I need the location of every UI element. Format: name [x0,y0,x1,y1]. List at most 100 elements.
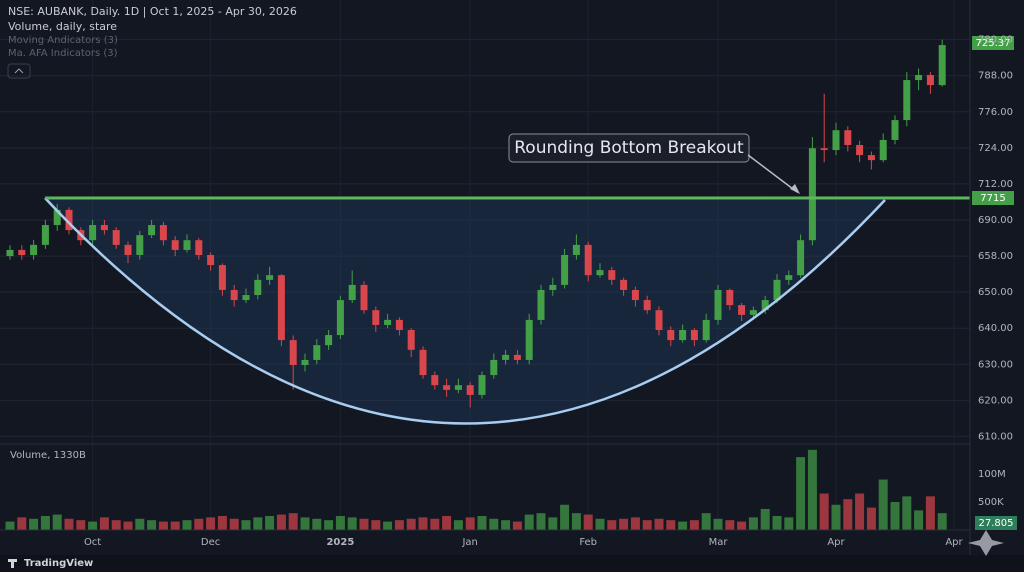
candle-body [702,319,710,341]
title: NSE: AUBANK, Daily. 1D | Oct 1, 2025 - A… [8,5,297,18]
candle-body [313,345,321,360]
volume-bar [701,513,711,530]
volume-bar [843,499,853,530]
volume-bar [52,514,62,530]
candle-body [915,75,923,81]
volume-bar [324,520,334,530]
candle-body [749,310,757,315]
candle-body [879,139,887,161]
candle-body [867,155,875,161]
candle-body [65,209,73,231]
volume-bar [312,518,322,530]
candle-body [891,120,899,140]
y-tick-label: 712.00 [978,179,1013,190]
price-badge-text: 725.37 [976,38,1011,49]
candle-body [537,289,545,320]
volume-bar [583,514,593,530]
candle-body [620,279,628,290]
volume-bar [241,520,251,530]
volume-bar [619,518,629,530]
volume-bar [465,517,475,530]
candle-body [726,289,734,306]
candle-body [572,244,580,255]
x-tick-label: Apr [945,537,963,548]
candle-body [301,359,309,365]
indicator: Moving Andicators (3) [8,35,118,46]
volume-bar [229,518,239,530]
volume-bar [725,520,735,530]
candle-body [738,305,746,315]
x-tick-label: Dec [201,537,220,548]
volume-bar [135,518,145,530]
brand-logo [8,559,17,568]
x-tick-label: Feb [579,537,597,548]
volume-bar [158,521,168,530]
y-tick-label: 650.00 [978,287,1013,298]
candle-body [454,385,462,390]
candle-body [667,330,675,341]
candle-body [926,75,934,86]
volume-bar [170,521,180,530]
y-tick-label: 780.00 [978,35,1013,46]
candle-body [773,279,781,301]
candle-body [112,230,120,245]
volume-bar [536,513,546,530]
volume-bar [855,493,865,530]
volume-bar [878,479,888,530]
volume-bar [418,517,428,530]
candle-body [655,310,663,330]
x-tick-label: Mar [709,537,729,548]
x-tick-label: Oct [84,537,101,548]
candle-body [419,349,427,376]
volume-bar [194,518,204,530]
candle-body [679,330,687,341]
candle-body [478,375,486,395]
volume-bar [772,515,782,530]
annotation-arrow [747,154,798,193]
volume-bar [442,515,452,530]
volume-bar [890,501,900,530]
volume-bar [371,520,381,530]
candle-body [207,254,215,266]
sparkle-icon [968,530,1004,556]
x-tick-label: 2025 [326,537,354,548]
y-tick-label: 610.00 [978,431,1013,442]
volume-bar [512,521,522,530]
volume-bar [40,515,50,530]
volume-bar [99,517,109,530]
candle-body [561,254,569,285]
candle-body [466,385,474,395]
volume-bar [501,520,511,530]
collapse-icon [14,68,24,74]
collapse-button[interactable] [7,63,31,79]
candle-body [608,270,616,280]
volume-bar [5,521,15,530]
candle-body [89,225,97,241]
x-tick-label: Apr [827,537,845,548]
candle-body [124,244,132,255]
volume-bar [866,507,876,530]
volume-bar [902,496,912,530]
volume-bar [666,520,676,530]
level-badge-text: 7715 [980,193,1005,204]
candle-body [100,225,108,231]
volume-bar [29,518,39,530]
volume-bar [760,508,770,530]
volume-bar [253,517,263,530]
candle-body [584,244,592,276]
volume-bar [630,517,640,530]
volume-bar [17,517,27,530]
candle-body [690,330,698,341]
candle-body [844,130,852,145]
candle-body [502,354,510,360]
candle-body [761,300,769,311]
candle-body [856,144,864,156]
volume-badge [975,516,1017,530]
candle-body [407,330,415,350]
volume-bar [359,518,369,530]
volume-bar [819,493,829,530]
candle-body [41,225,49,245]
candle-body [384,319,392,325]
